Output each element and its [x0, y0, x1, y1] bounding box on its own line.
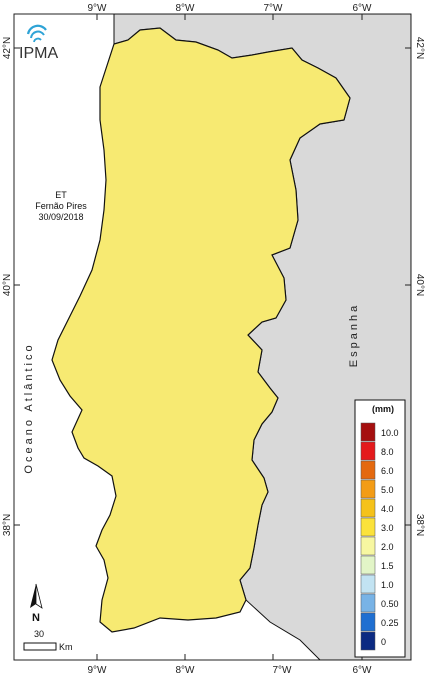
- legend-swatch: [360, 536, 376, 556]
- scale-value: 30: [34, 629, 44, 639]
- legend-swatch: [360, 612, 376, 632]
- legend-label: 3.0: [381, 523, 394, 533]
- lat-right-label: 42°N: [414, 37, 425, 59]
- legend-unit: (mm): [372, 404, 394, 414]
- legend-swatch: [360, 422, 376, 442]
- legend-swatch: [360, 593, 376, 613]
- lat-left-label: 42°N: [2, 37, 13, 59]
- legend-label: 8.0: [381, 447, 394, 457]
- legend-label: 0.25: [381, 618, 399, 628]
- lat-left-label: 38°N: [2, 514, 13, 536]
- lon-bottom-label: 9°W: [88, 665, 108, 676]
- legend-swatch: [360, 460, 376, 480]
- legend-label: 5.0: [381, 485, 394, 495]
- info-variety: Fernão Pires: [35, 201, 87, 211]
- legend-label: 0: [381, 637, 386, 647]
- info-variable: ET: [55, 190, 67, 200]
- lat-left-label: 40°N: [2, 274, 13, 296]
- lat-right-label: 40°N: [414, 274, 425, 296]
- lon-bottom-label: 8°W: [176, 665, 196, 676]
- legend-swatch: [360, 574, 376, 594]
- ipma-logo: IPMA: [19, 24, 58, 62]
- lat-right-label: 38°N: [414, 514, 425, 536]
- legend-label: 10.0: [381, 428, 399, 438]
- legend-label: 1.5: [381, 561, 394, 571]
- legend-label: 0.50: [381, 599, 399, 609]
- legend-swatch: [360, 555, 376, 575]
- lon-top-label: 6°W: [353, 3, 373, 14]
- north-arrow: N: [30, 583, 43, 624]
- lon-top-label: 9°W: [88, 3, 108, 14]
- legend-swatch: [360, 631, 376, 651]
- scale-unit: Km: [59, 642, 73, 652]
- legend-label: 6.0: [381, 466, 394, 476]
- logo-text: IPMA: [19, 45, 58, 62]
- lon-top-label: 7°W: [264, 3, 284, 14]
- lon-bottom-label: 7°W: [273, 665, 293, 676]
- spain-label: Espanha: [348, 303, 360, 367]
- lon-bottom-label: 6°W: [353, 665, 373, 676]
- scale-bar: 30 Km: [23, 629, 73, 652]
- legend-swatch: [360, 479, 376, 499]
- north-label: N: [32, 612, 40, 624]
- legend-label: 1.0: [381, 580, 394, 590]
- legend-swatch: [360, 498, 376, 518]
- ocean-label: Oceano Atlântico: [23, 342, 35, 473]
- legend-swatch: [360, 517, 376, 537]
- info-date: 30/09/2018: [38, 212, 83, 222]
- legend: (mm) 10.0 8.0 6.0 5.0 4.0 3.0 2.0 1.5 1.0 0.50 0.2…: [354, 399, 406, 658]
- lon-top-label: 8°W: [176, 3, 196, 14]
- legend-label: 2.0: [381, 542, 394, 552]
- legend-label: 4.0: [381, 504, 394, 514]
- legend-swatch: [360, 441, 376, 461]
